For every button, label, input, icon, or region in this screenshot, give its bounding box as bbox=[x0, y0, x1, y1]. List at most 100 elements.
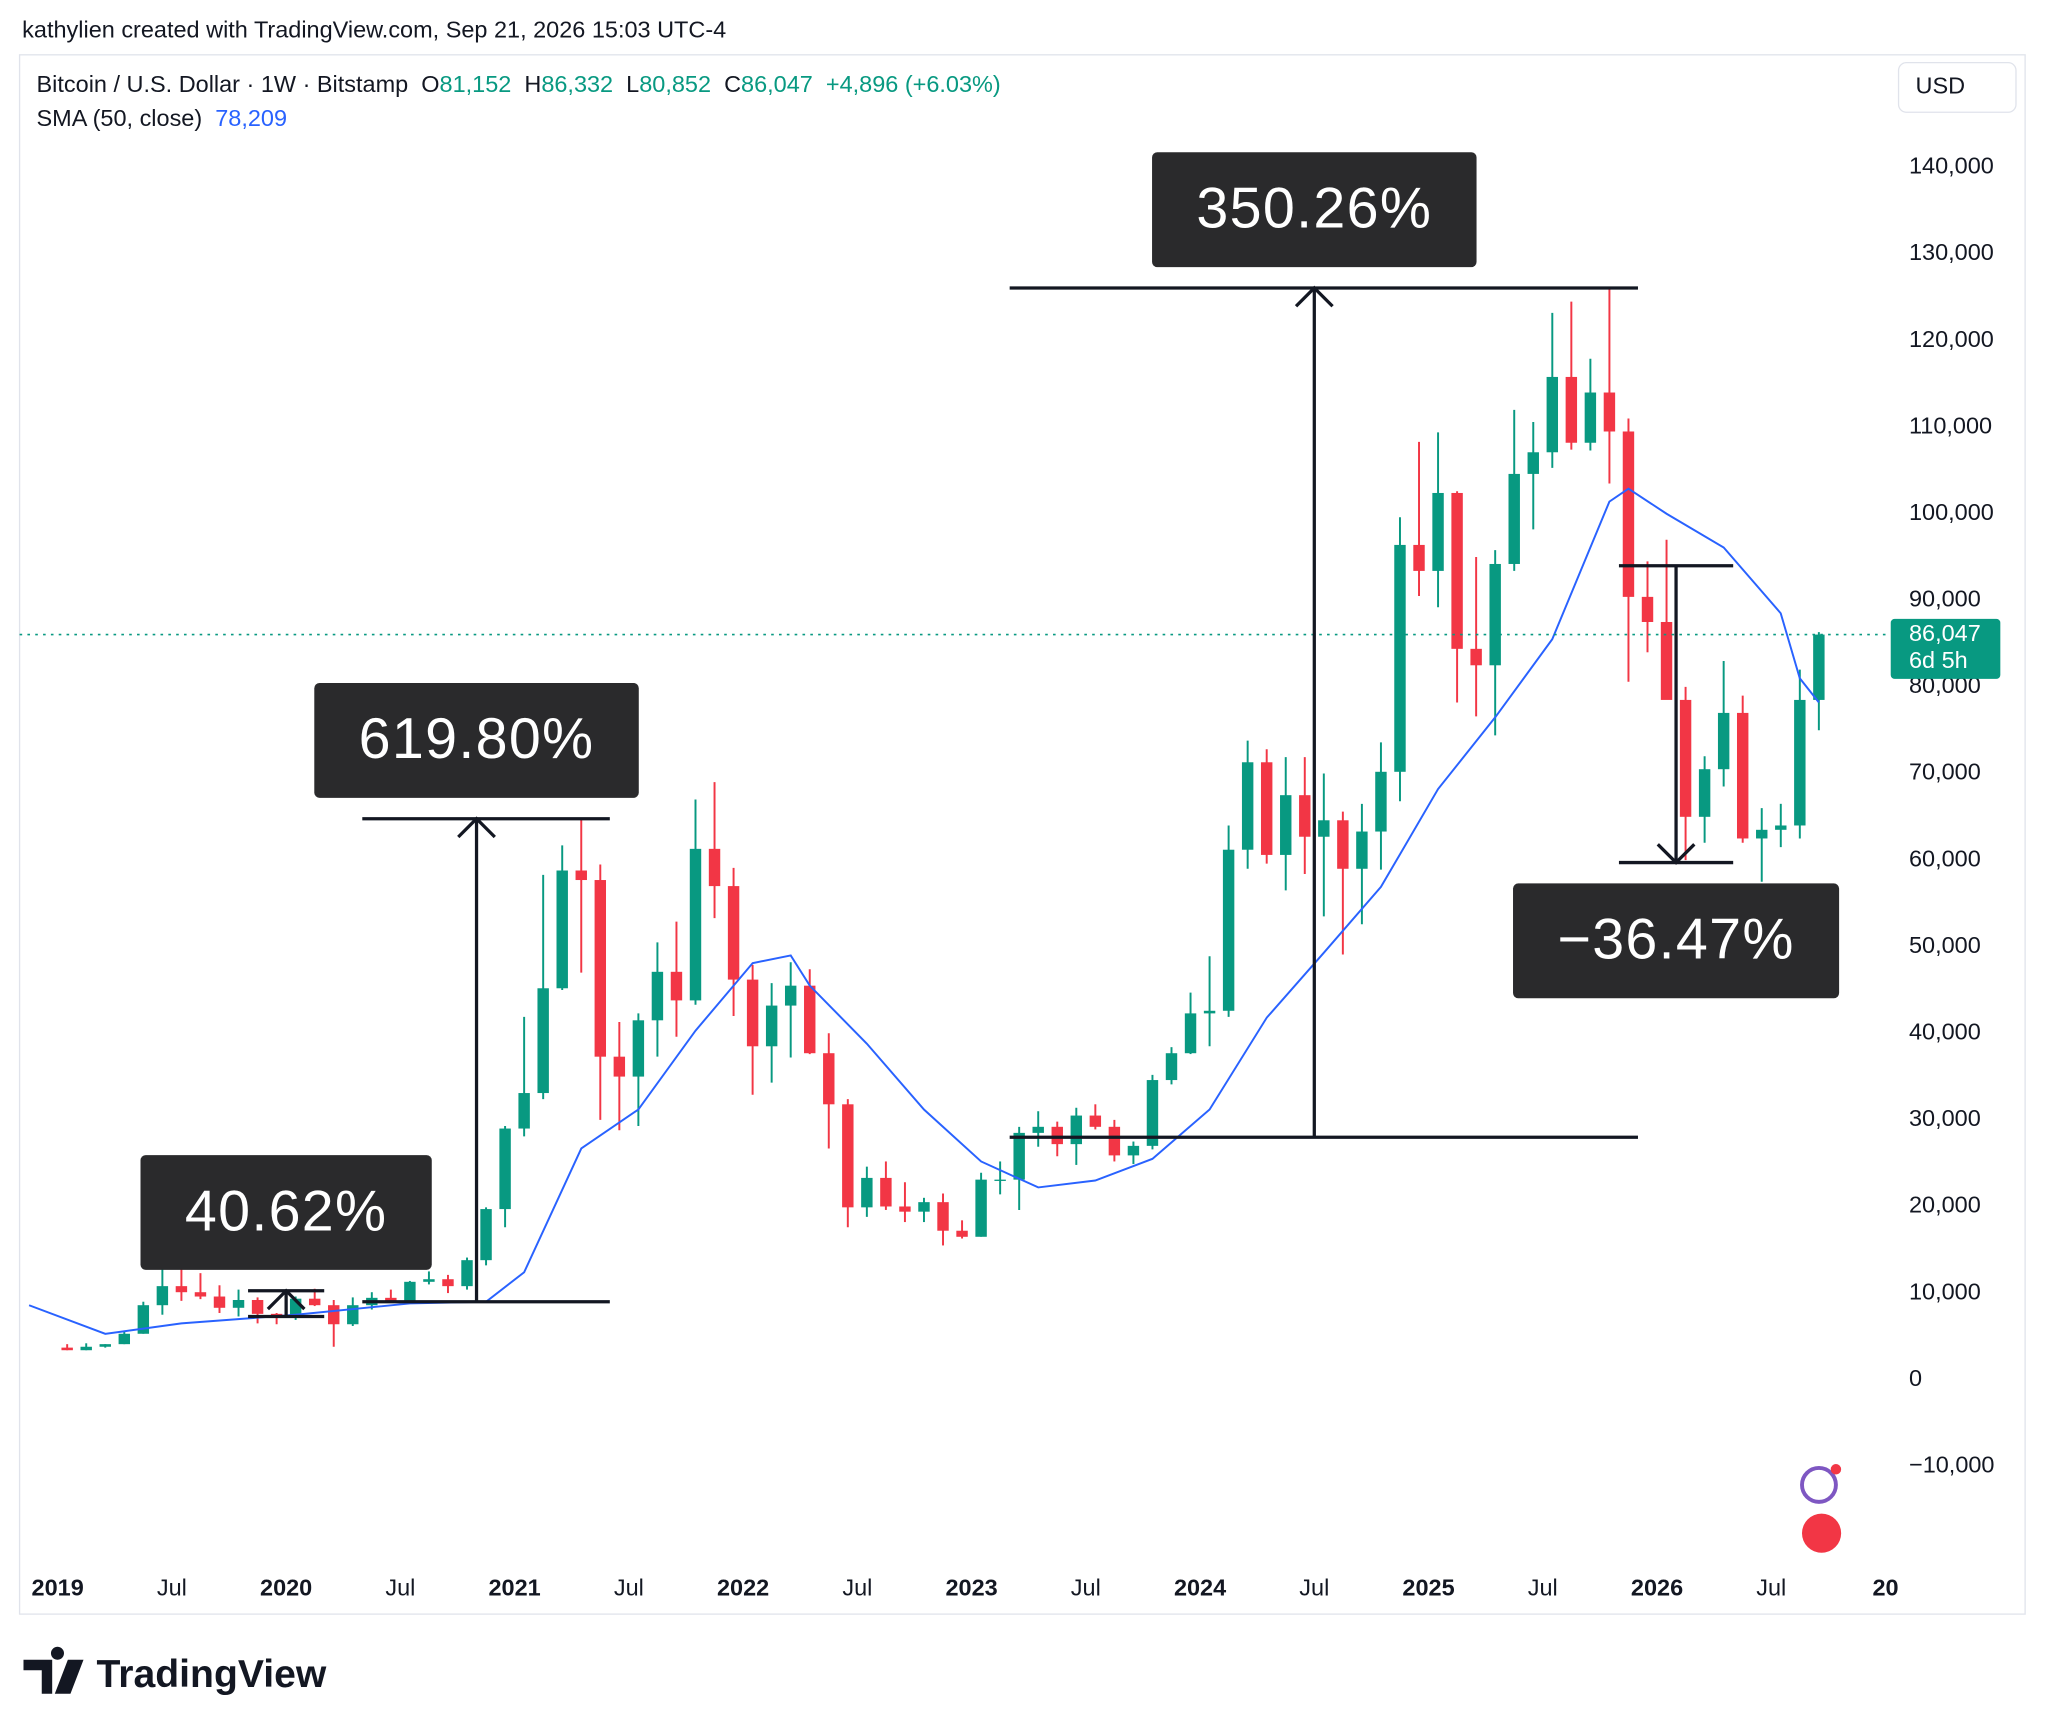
x-tick-label: Jul bbox=[385, 1575, 415, 1601]
y-tick-label: 50,000 bbox=[1909, 932, 1981, 958]
candle-body bbox=[632, 1020, 645, 1077]
candle-body bbox=[1375, 771, 1387, 832]
currency[interactable]: USD bbox=[1916, 73, 1966, 99]
arrow-head bbox=[1656, 843, 1696, 865]
candle-body bbox=[1184, 1013, 1197, 1054]
candle-body bbox=[461, 1260, 473, 1287]
flag-icon[interactable] bbox=[1801, 1513, 1842, 1553]
measure-label: −36.47% bbox=[1557, 908, 1794, 972]
candle-body bbox=[1127, 1145, 1140, 1156]
candle-body bbox=[1413, 544, 1425, 571]
candle-body bbox=[842, 1104, 854, 1208]
y-tick-label: 120,000 bbox=[1909, 326, 1994, 352]
y-tick-label: −10,000 bbox=[1909, 1451, 1995, 1477]
candle-body bbox=[537, 988, 549, 1094]
indicator-name: SMA (50, close) bbox=[37, 105, 203, 131]
candle-body bbox=[1432, 492, 1444, 571]
arrow-head bbox=[266, 1288, 306, 1311]
icon[interactable] bbox=[1800, 1466, 1838, 1504]
candle-body bbox=[1565, 376, 1578, 443]
candle-body bbox=[784, 985, 797, 1006]
candle-body bbox=[1775, 825, 1787, 830]
candle-body bbox=[1203, 1010, 1216, 1014]
candle-body bbox=[1679, 699, 1692, 817]
candle-body bbox=[727, 886, 740, 980]
symbol-legend: Bitcoin / U.S. Dollar · 1W · Bitstamp O81… bbox=[37, 71, 1001, 97]
candle-body bbox=[918, 1202, 930, 1212]
x-tick-label: 2023 bbox=[945, 1575, 997, 1601]
candle-body bbox=[1794, 699, 1806, 826]
candle-body bbox=[213, 1296, 226, 1308]
candle-body bbox=[1736, 712, 1749, 839]
candle-body bbox=[1717, 712, 1730, 770]
y-tick-label: 100,000 bbox=[1909, 499, 1994, 525]
x-tick-label: Jul bbox=[1071, 1575, 1101, 1601]
candle-body bbox=[1222, 849, 1235, 1011]
ohlc-key: C bbox=[724, 71, 741, 97]
measure-box bbox=[1513, 883, 1840, 999]
candle-body bbox=[956, 1230, 968, 1237]
currency-button[interactable] bbox=[1897, 61, 2017, 113]
y-tick-label: 70,000 bbox=[1909, 759, 1981, 785]
candle-body bbox=[1508, 473, 1520, 564]
candle-body bbox=[880, 1177, 892, 1207]
price-tag-label: 86,047 bbox=[1909, 620, 1981, 646]
candle-body bbox=[251, 1299, 264, 1314]
x-tick-label: Jul bbox=[1528, 1575, 1558, 1601]
x-tick-label: 2019 bbox=[32, 1575, 84, 1601]
candle-body bbox=[328, 1305, 340, 1325]
candle-body bbox=[137, 1305, 150, 1334]
candle-body bbox=[61, 1347, 73, 1351]
candle-body bbox=[194, 1292, 207, 1297]
candle-body bbox=[1032, 1126, 1044, 1133]
ohlc-value: 86,332 bbox=[541, 71, 613, 97]
candle-body bbox=[1337, 820, 1349, 869]
price-tag-countdown: 6d 5h bbox=[1909, 647, 1968, 673]
brand: TradingView bbox=[97, 1653, 327, 1696]
y-tick-label: 20,000 bbox=[1909, 1192, 1981, 1218]
candle-body bbox=[1318, 820, 1330, 837]
candle-body bbox=[423, 1279, 435, 1282]
candle-body bbox=[670, 971, 683, 1001]
candle-body bbox=[1394, 544, 1406, 772]
y-tick-label: 60,000 bbox=[1909, 845, 1981, 871]
price-tag bbox=[1890, 618, 2001, 679]
measure-box bbox=[1152, 152, 1477, 268]
x-tick-label: 2021 bbox=[489, 1575, 541, 1601]
candle-body bbox=[556, 870, 568, 989]
candle-body bbox=[1756, 829, 1768, 839]
candle-body bbox=[1089, 1115, 1102, 1127]
x-tick-label: 2020 bbox=[260, 1575, 312, 1601]
candle-body bbox=[1584, 392, 1597, 443]
change: +4,896 (+6.03%) bbox=[826, 71, 1001, 97]
candle-body bbox=[1165, 1053, 1178, 1081]
credit: kathylien created with TradingView.com, … bbox=[22, 17, 726, 43]
ohlc-key: H bbox=[524, 71, 541, 97]
candle-body bbox=[1813, 634, 1825, 700]
candle-body bbox=[499, 1128, 511, 1210]
chart-frame bbox=[18, 54, 2026, 1615]
indicator-legend: SMA (50, close) 78,209 bbox=[37, 105, 288, 131]
candle-body bbox=[232, 1299, 245, 1308]
candle-body bbox=[1698, 769, 1711, 817]
x-tick-label: Jul bbox=[1756, 1575, 1786, 1601]
candle-body bbox=[518, 1093, 530, 1129]
candle-body bbox=[937, 1202, 949, 1231]
arrow-head bbox=[457, 816, 496, 839]
x-tick-label: 2025 bbox=[1402, 1575, 1454, 1601]
ohlc-key: L bbox=[626, 71, 639, 97]
candle-body bbox=[1527, 452, 1539, 474]
y-tick-label: 10,000 bbox=[1909, 1278, 1981, 1304]
sma-line bbox=[28, 487, 1820, 1335]
y-tick-label: 30,000 bbox=[1909, 1105, 1981, 1131]
candle-body bbox=[1546, 376, 1559, 453]
candle-body bbox=[289, 1298, 302, 1318]
icon-dot bbox=[1830, 1464, 1842, 1475]
candle-body bbox=[1241, 762, 1254, 850]
x-tick-label: 20 bbox=[1872, 1575, 1898, 1601]
candle-body bbox=[765, 1005, 778, 1047]
symbol: Bitcoin / U.S. Dollar · 1W · Bitstamp bbox=[37, 71, 409, 97]
candle-body bbox=[1108, 1126, 1121, 1156]
candle-body bbox=[651, 971, 664, 1021]
